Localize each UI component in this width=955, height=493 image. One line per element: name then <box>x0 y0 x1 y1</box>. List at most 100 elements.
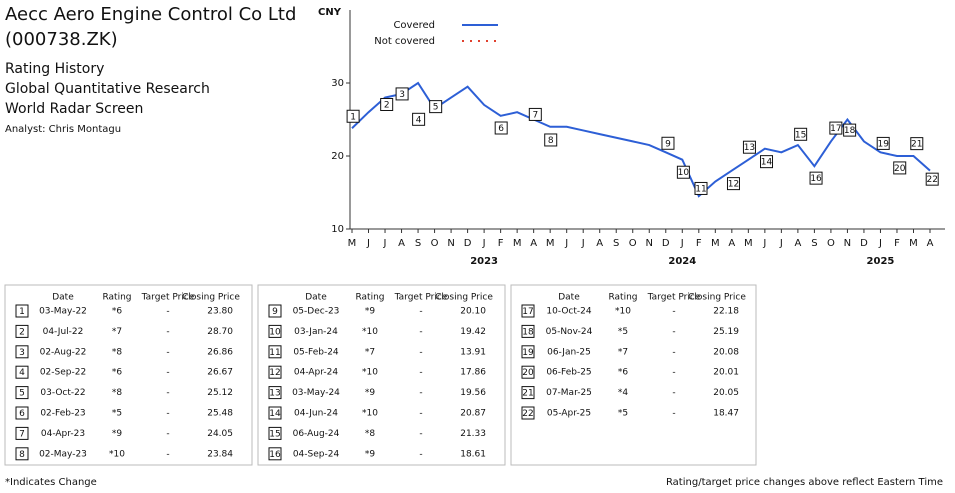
row-number-box <box>268 406 282 420</box>
x-tick-label: D <box>860 238 868 249</box>
y-tick-label: 20 <box>331 151 344 162</box>
target-cell: - <box>672 307 675 317</box>
table-panel <box>257 284 506 466</box>
rating-marker-label: 16 <box>810 174 822 184</box>
rating-marker-label: 7 <box>532 110 538 120</box>
y-axis-label: CNY <box>318 7 342 18</box>
rating-marker <box>429 100 443 114</box>
date-cell: 04-Jun-24 <box>294 409 338 419</box>
date-cell: 04-Sep-24 <box>293 449 340 459</box>
target-cell: - <box>672 409 675 419</box>
close-cell: 20.87 <box>460 409 486 419</box>
close-cell: 20.05 <box>713 388 739 398</box>
x-tick-label: S <box>613 238 619 249</box>
row-number: 18 <box>522 327 534 337</box>
rating-marker-label: 11 <box>695 184 706 194</box>
row-number-box <box>15 386 29 400</box>
row-number-box <box>15 304 29 318</box>
row-number-box <box>521 365 535 379</box>
rating-marker-label: 18 <box>844 126 856 136</box>
x-tick-label: M <box>513 238 522 249</box>
date-cell: 10-Oct-24 <box>546 307 591 317</box>
target-cell: - <box>166 347 169 357</box>
rating-marker <box>395 87 409 101</box>
row-number-box <box>15 365 29 379</box>
rating-marker <box>760 155 774 169</box>
rating-cell: *10 <box>362 368 378 378</box>
rating-cell: *10 <box>362 327 378 337</box>
row-number: 2 <box>19 327 25 337</box>
target-cell: - <box>419 327 422 337</box>
target-cell: - <box>419 429 422 439</box>
year-label: 2024 <box>668 256 696 267</box>
rating-marker-label: 17 <box>830 124 841 134</box>
row-number-box <box>521 324 535 338</box>
rating-marker-label: 21 <box>911 140 922 150</box>
row-number-box <box>15 345 29 359</box>
rating-marker-label: 12 <box>728 180 739 190</box>
legend-label: Covered <box>393 20 435 31</box>
target-cell: - <box>419 388 422 398</box>
rating-marker-label: 20 <box>894 164 906 174</box>
rating-cell: *8 <box>365 429 376 439</box>
date-cell: 05-Dec-23 <box>293 307 340 317</box>
subtitle: Rating History <box>5 61 104 77</box>
close-cell: 19.42 <box>460 327 486 337</box>
date-cell: 02-May-23 <box>39 449 87 459</box>
close-cell: 20.08 <box>713 347 739 357</box>
target-cell: - <box>419 347 422 357</box>
target-cell: - <box>166 388 169 398</box>
row-number: 6 <box>19 409 25 419</box>
x-tick-label: J <box>779 238 783 249</box>
x-tick-label: A <box>596 238 603 249</box>
x-tick-label: F <box>894 238 900 249</box>
row-number: 13 <box>269 389 280 399</box>
row-number: 12 <box>269 368 280 378</box>
rating-marker <box>380 97 394 111</box>
x-tick-label: A <box>927 238 934 249</box>
rating-cell: *9 <box>365 449 376 459</box>
date-cell: 04-Apr-24 <box>294 368 338 378</box>
y-tick-label: 30 <box>331 78 344 89</box>
row-number-box <box>268 447 282 461</box>
x-tick-label: A <box>530 238 537 249</box>
rating-marker <box>661 136 675 150</box>
x-tick-label: S <box>811 238 817 249</box>
column-header: Closing Price <box>688 293 746 303</box>
rating-marker-label: 5 <box>433 103 439 113</box>
row-number-box <box>268 426 282 440</box>
date-cell: 05-Apr-25 <box>547 409 591 419</box>
rating-marker <box>809 171 823 185</box>
target-cell: - <box>166 307 169 317</box>
rating-cell: *5 <box>112 409 122 419</box>
row-number-box <box>15 324 29 338</box>
x-tick-label: F <box>696 238 702 249</box>
table-panel <box>4 284 253 466</box>
row-number-box <box>268 365 282 379</box>
rating-cell: *5 <box>618 327 628 337</box>
x-tick-label: M <box>348 238 357 249</box>
row-number: 11 <box>269 348 280 358</box>
close-cell: 26.86 <box>207 347 233 357</box>
row-number: 4 <box>19 368 25 378</box>
date-cell: 04-Apr-23 <box>41 429 85 439</box>
date-cell: 03-May-22 <box>39 307 87 317</box>
footer-note: Rating/target price changes above reflec… <box>666 477 943 488</box>
x-tick-label: M <box>909 238 918 249</box>
date-cell: 04-Jul-22 <box>43 327 84 337</box>
rating-marker <box>843 123 857 137</box>
target-cell: - <box>419 368 422 378</box>
close-cell: 20.10 <box>460 307 486 317</box>
date-cell: 06-Jan-25 <box>547 347 591 357</box>
x-tick-label: J <box>878 238 882 249</box>
rating-cell: *6 <box>112 307 123 317</box>
table-panel <box>510 284 757 466</box>
row-number: 10 <box>269 327 281 337</box>
column-header: Closing Price <box>435 293 493 303</box>
x-tick-label: J <box>383 238 387 249</box>
row-number: 19 <box>522 348 534 358</box>
x-tick-label: M <box>711 238 720 249</box>
footer-note: *Indicates Change <box>5 477 97 488</box>
x-tick-label: D <box>662 238 670 249</box>
close-cell: 13.91 <box>460 347 486 357</box>
